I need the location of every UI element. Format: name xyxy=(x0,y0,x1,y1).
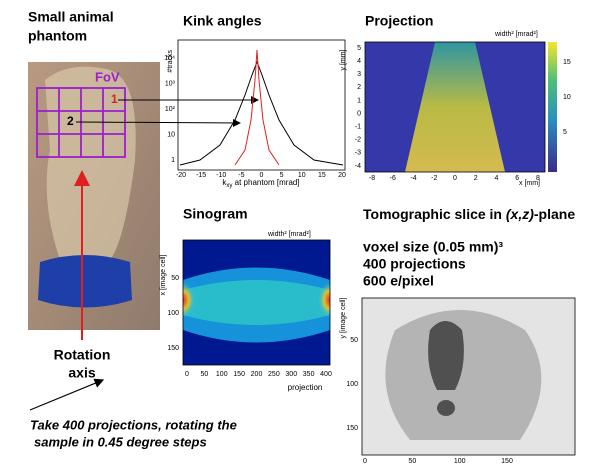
tick-label: 8 xyxy=(536,175,540,182)
slide: Small animal phantom FoV 1 2 Rotation ax… xyxy=(0,0,592,465)
tick-label: 0 xyxy=(260,172,264,179)
title: Projection xyxy=(365,13,433,29)
tick-label: 5 xyxy=(563,129,567,136)
colorbar-label: width² [mrad²] xyxy=(267,231,311,238)
region-label: 1 xyxy=(111,92,118,106)
title: Small animal xyxy=(28,9,114,25)
tick-label: 1 xyxy=(357,97,361,104)
tick-label: 200 xyxy=(251,371,263,378)
label: Rotation xyxy=(54,347,111,363)
colorbar xyxy=(548,42,557,172)
caption: Take 400 projections, rotating the xyxy=(30,417,237,432)
tick-label: -2 xyxy=(355,137,361,144)
info: 400 projections xyxy=(363,256,466,272)
axis-label: projection xyxy=(288,383,323,392)
tick-label: 15 xyxy=(563,59,571,66)
tick-label: -10 xyxy=(216,172,226,179)
fov-label: FoV xyxy=(95,69,120,84)
slice-body xyxy=(385,310,541,440)
text: Tomographic slice in xyxy=(363,206,506,222)
colorbar-label: width² [mrad²] xyxy=(494,31,538,38)
tick-label: 100 xyxy=(454,458,466,465)
tick-label: -4 xyxy=(410,175,416,182)
tick-label: -5 xyxy=(238,172,244,179)
tick-label: 0 xyxy=(363,458,367,465)
tick-label: 0 xyxy=(185,371,189,378)
arrow xyxy=(30,380,103,410)
caption: sample in 0.45 degree steps xyxy=(34,434,207,449)
tick-label: -4 xyxy=(355,163,361,170)
heatmap-signal xyxy=(290,270,330,330)
tick-label: 20 xyxy=(338,172,346,179)
histogram xyxy=(180,62,343,165)
tick-label: 250 xyxy=(268,371,280,378)
tick-label: 5 xyxy=(357,45,361,52)
tick-label: 150 xyxy=(233,371,245,378)
info: 600 e/pixel xyxy=(363,273,434,289)
title: phantom xyxy=(28,28,87,44)
axis-label: y [image cell] xyxy=(340,298,347,339)
tick-label: 10³ xyxy=(165,80,176,87)
title: Sinogram xyxy=(183,206,248,222)
tick-label: -3 xyxy=(355,150,361,157)
tick-label: -6 xyxy=(390,175,396,182)
tick-label: 150 xyxy=(167,345,179,352)
region-label: 2 xyxy=(67,114,74,128)
tick-label: 150 xyxy=(501,458,513,465)
tick-label: 10 xyxy=(298,172,306,179)
tick-label: 100 xyxy=(216,371,228,378)
axis-label: x [image cell] xyxy=(160,255,167,296)
tick-label: 150 xyxy=(346,425,358,432)
slice-structure xyxy=(428,321,464,390)
tick-label: 0 xyxy=(453,175,457,182)
tick-label: 1 xyxy=(171,157,175,164)
axis-label: kxy at phantom [mrad] xyxy=(222,178,299,188)
text: (x,z) xyxy=(506,206,534,222)
tick-label: 2 xyxy=(474,175,478,182)
tick-label: 50 xyxy=(350,337,358,344)
tick-label: 10² xyxy=(165,106,176,113)
tick-label: -2 xyxy=(431,175,437,182)
tick-label: -20 xyxy=(176,172,186,179)
info: voxel size (0.05 mm)³ xyxy=(363,239,503,255)
tick-label: 5 xyxy=(280,172,284,179)
slice-structure xyxy=(437,400,455,416)
tick-label: 6 xyxy=(515,175,519,182)
tick-label: 350 xyxy=(303,371,315,378)
tick-label: -1 xyxy=(355,124,361,131)
tick-label: 300 xyxy=(285,371,297,378)
tick-label: 10⁴ xyxy=(164,55,175,62)
tick-label: 50 xyxy=(171,275,179,282)
axis-label: y [mm] xyxy=(340,49,347,70)
tick-label: 4 xyxy=(495,175,499,182)
title: Kink angles xyxy=(183,13,262,29)
tick-label: -8 xyxy=(369,175,375,182)
tick-label: 400 xyxy=(320,371,332,378)
label: axis xyxy=(68,365,95,381)
histogram xyxy=(235,50,279,165)
tick-label: 10 xyxy=(563,94,571,101)
heatmap-signal xyxy=(183,270,223,330)
tick-label: 100 xyxy=(346,381,358,388)
text: -plane xyxy=(534,206,575,222)
text: at phantom [mrad] xyxy=(232,178,299,187)
title: Tomographic slice in (x,z)-plane xyxy=(363,206,575,222)
base xyxy=(38,255,132,308)
tick-label: 2 xyxy=(357,84,361,91)
tick-label: -15 xyxy=(196,172,206,179)
tick-label: 0 xyxy=(357,110,361,117)
tick-label: 10 xyxy=(167,131,175,138)
tick-label: 50 xyxy=(200,371,208,378)
tick-label: 4 xyxy=(357,58,361,65)
tick-label: 15 xyxy=(318,172,326,179)
tick-label: 100 xyxy=(167,310,179,317)
tick-label: 3 xyxy=(357,71,361,78)
tick-label: 50 xyxy=(408,458,416,465)
